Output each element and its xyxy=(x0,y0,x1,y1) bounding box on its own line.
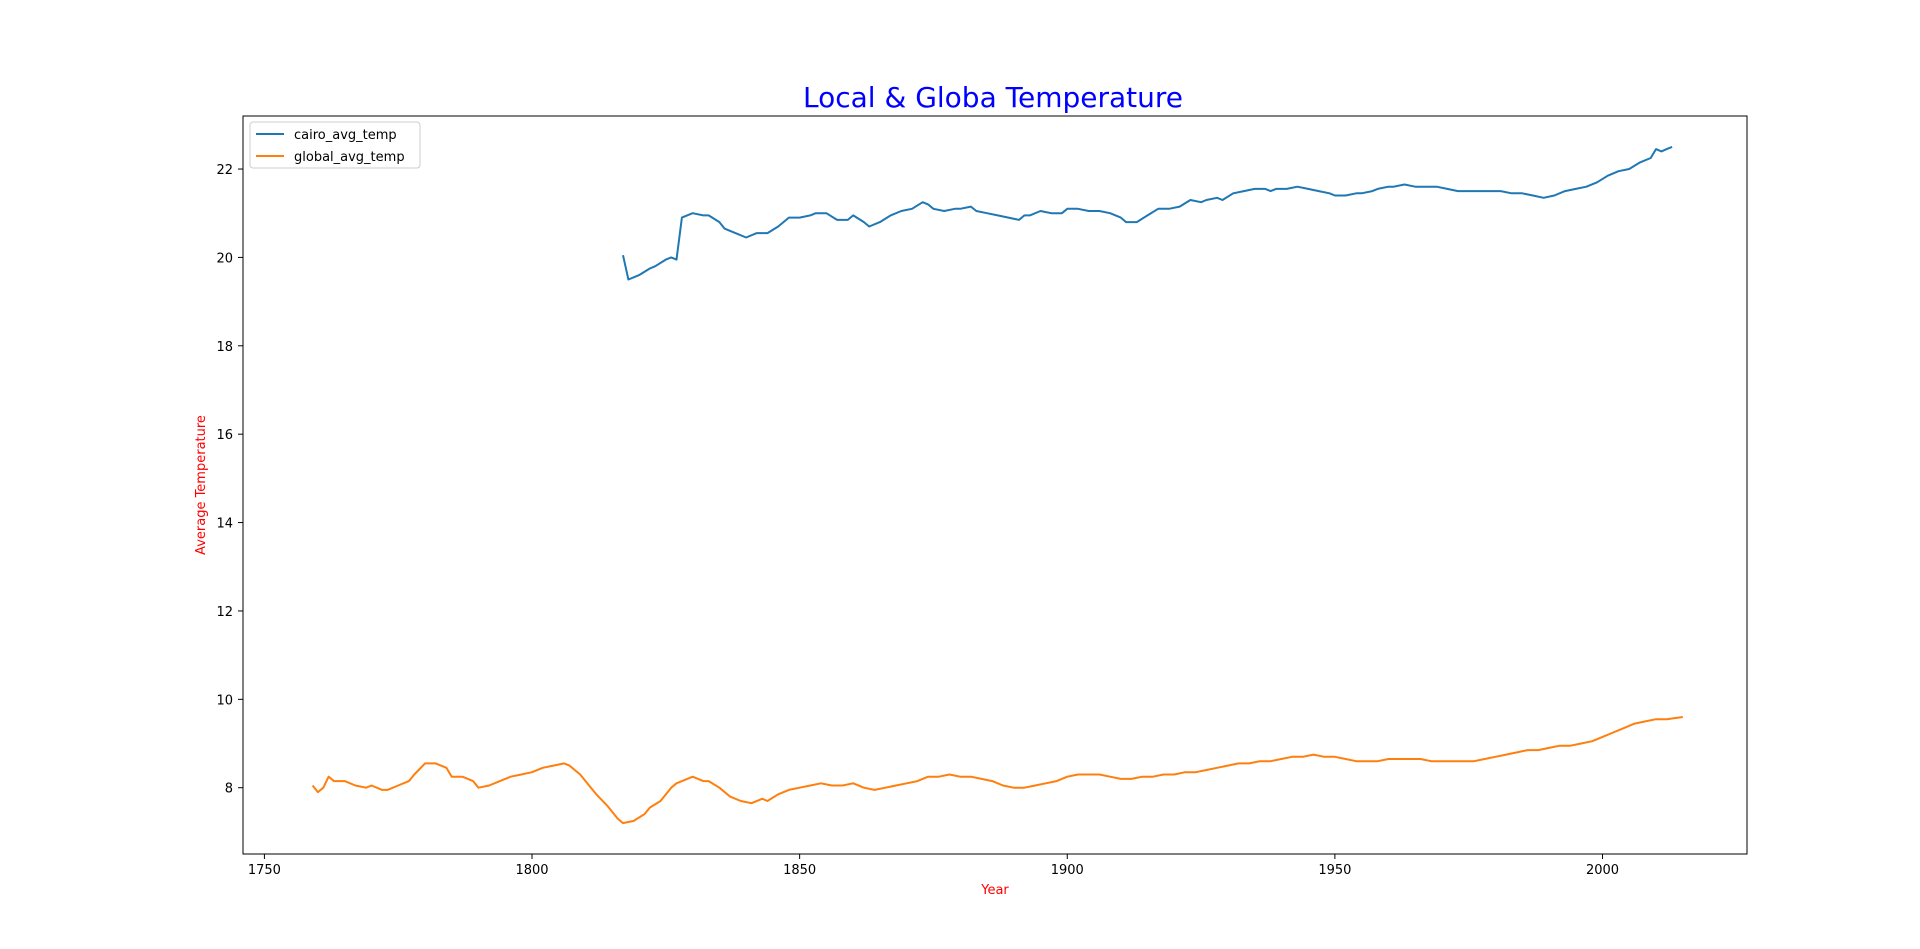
y-tick-label: 16 xyxy=(216,428,233,443)
legend: cairo_avg_temp global_avg_temp xyxy=(249,121,421,169)
x-axis-label: Year xyxy=(980,883,1009,898)
plot-frame xyxy=(242,115,1748,855)
x-tick-label: 1900 xyxy=(1051,863,1084,878)
y-tick-label: 20 xyxy=(216,251,233,266)
y-tick-label: 14 xyxy=(216,517,233,532)
y-tick-label: 8 xyxy=(225,782,233,797)
x-tick-label: 1750 xyxy=(248,863,281,878)
series-line-global-avg-temp xyxy=(311,716,1683,825)
legend-box xyxy=(249,121,421,169)
x-tick-label: 1850 xyxy=(783,863,816,878)
chart-title: Local & Globa Temperature xyxy=(803,81,1183,114)
plot-area: 1750 1800 1850 1900 1950 2000 8 10 12 14 16 18 20 22 xyxy=(216,115,1748,878)
x-tick-label: 1800 xyxy=(515,863,548,878)
x-tick-label: 1950 xyxy=(1318,863,1351,878)
y-tick-label: 18 xyxy=(216,340,233,355)
y-axis-ticks: 8 10 12 14 16 18 20 22 xyxy=(216,163,243,797)
y-tick-label: 22 xyxy=(216,163,233,178)
y-axis-label: Average Temperature xyxy=(194,415,209,555)
legend-label-global: global_avg_temp xyxy=(294,150,405,165)
y-tick-label: 12 xyxy=(216,605,233,620)
x-tick-label: 2000 xyxy=(1586,863,1619,878)
y-tick-label: 10 xyxy=(216,693,233,708)
x-axis-ticks: 1750 1800 1850 1900 1950 2000 xyxy=(248,854,1619,878)
legend-label-cairo: cairo_avg_temp xyxy=(294,128,397,143)
series-line-cairo-avg-temp xyxy=(622,145,1673,281)
series-layer xyxy=(311,145,1683,825)
